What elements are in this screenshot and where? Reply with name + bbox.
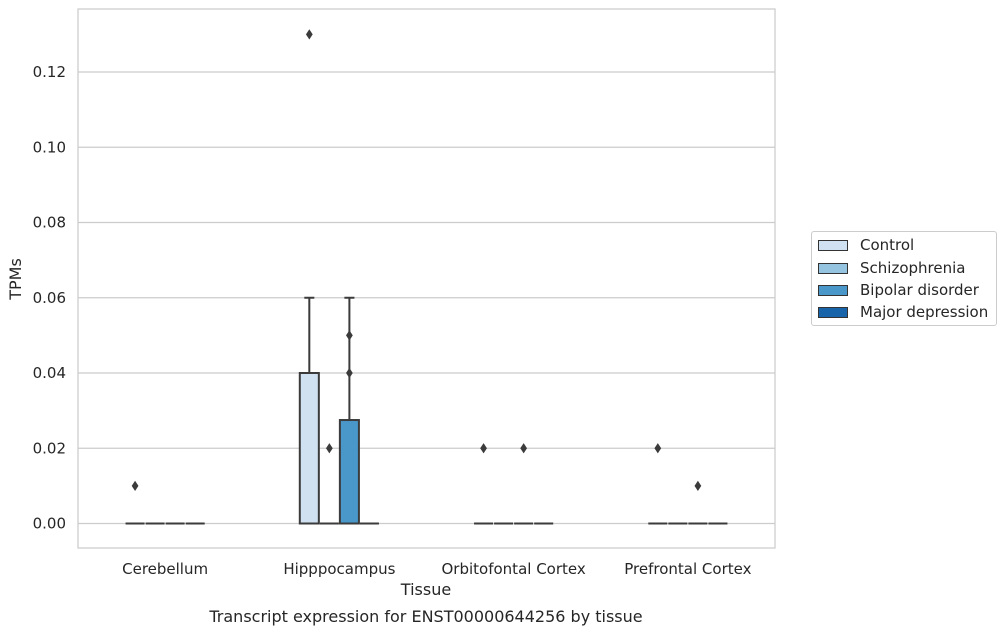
- outlier-point: [480, 443, 487, 454]
- x-tick-label: Cerebellum: [122, 560, 208, 578]
- y-tick-label: 0.12: [33, 63, 66, 81]
- legend-label-control: Control: [860, 236, 915, 254]
- outlier-point: [346, 367, 353, 379]
- box-0-0: [125, 480, 145, 525]
- legend: Control Schizophrenia Bipolar disorder M…: [811, 231, 997, 326]
- legend-item-control: Control: [818, 235, 914, 255]
- y-tick-label: 0.10: [33, 138, 66, 156]
- y-tick-label: 0.02: [33, 439, 66, 457]
- box-1-2: [338, 296, 360, 525]
- legend-label-depression: Major depression: [860, 303, 989, 321]
- y-tick-labels: 0.00 0.02 0.04 0.06 0.08 0.10 0.12: [33, 63, 66, 533]
- box-rect: [298, 372, 320, 525]
- x-tick-label: Hipppocampus: [283, 560, 395, 578]
- chart-title: Transcript expression for ENST0000064425…: [208, 607, 642, 626]
- legend-label-schizophrenia: Schizophrenia: [860, 259, 966, 277]
- legend-swatch-schizophrenia: [818, 262, 848, 274]
- outlier-point: [305, 29, 313, 40]
- box-3-2: [688, 480, 708, 525]
- boxes: [125, 29, 728, 525]
- box-3-0: [648, 443, 668, 525]
- box-1-0: [298, 29, 320, 525]
- legend-swatch-bipolar: [818, 284, 848, 296]
- plot-frame: [77, 8, 776, 549]
- legend-swatch-depression: [818, 306, 848, 318]
- legend-item-depression: Major depression: [818, 302, 988, 322]
- gridlines: [78, 71, 775, 525]
- y-axis-title: TPMs: [6, 258, 25, 301]
- outlier-point: [346, 330, 353, 341]
- outlier-point: [694, 480, 702, 492]
- x-tick-label: Orbitofontal Cortex: [442, 560, 586, 578]
- box-1-1: [319, 443, 339, 525]
- outlier-point: [520, 443, 528, 454]
- y-tick-label: 0.06: [33, 289, 66, 307]
- box-rect: [338, 419, 360, 525]
- outlier-point: [654, 443, 662, 454]
- outlier-point: [131, 480, 139, 492]
- legend-label-bipolar: Bipolar disorder: [860, 281, 979, 299]
- legend-item-bipolar: Bipolar disorder: [818, 280, 979, 300]
- box-2-0: [474, 443, 494, 525]
- y-tick-label: 0.00: [33, 515, 66, 533]
- legend-swatch-control: [818, 239, 848, 251]
- legend-item-schizophrenia: Schizophrenia: [818, 258, 965, 278]
- x-axis-title: Tissue: [400, 580, 451, 599]
- y-tick-label: 0.08: [33, 214, 66, 232]
- outlier-point: [325, 443, 333, 454]
- y-tick-label: 0.04: [33, 364, 66, 382]
- x-tick-labels: Cerebellum Hipppocampus Orbitofontal Corte…: [122, 560, 751, 578]
- box-2-2: [514, 443, 534, 525]
- x-tick-label: Prefrontal Cortex: [624, 560, 751, 578]
